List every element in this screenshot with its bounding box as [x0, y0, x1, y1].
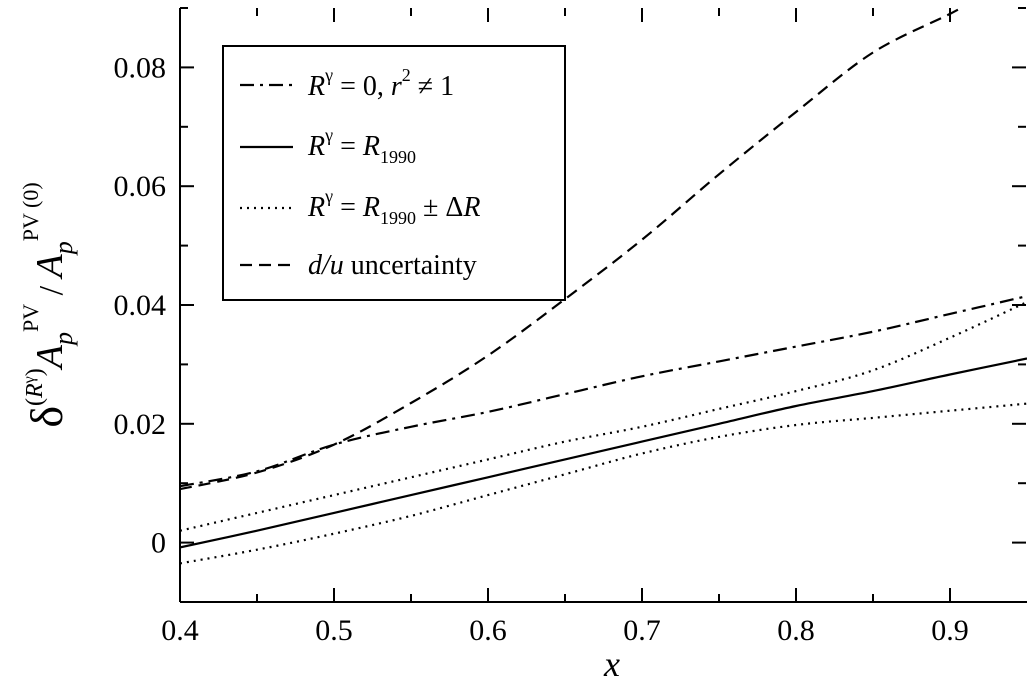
y-tick-label: 0.04: [114, 289, 167, 322]
ylabel-A: A: [29, 344, 71, 371]
x-axis-title: x: [603, 644, 620, 680]
series-line-solid-1: [180, 359, 1027, 548]
ylabel-paren-open: (: [22, 398, 48, 406]
ylabel-A2: A: [29, 253, 71, 280]
legend: Rγ = 0, r2 ≠ 1 Rγ = R1990 Rγ = R1990 ± Δ…: [223, 46, 565, 300]
x-tick-label: 0.9: [931, 614, 969, 647]
ylabel-PV: PV: [18, 304, 43, 332]
ylabel-delta: δ: [21, 406, 72, 428]
x-tick-label: 0.7: [623, 614, 661, 647]
ylabel-paren-close: ): [22, 368, 48, 376]
y-tick-label: 0.06: [114, 170, 167, 203]
series-line-dotted-3: [180, 404, 1027, 564]
x-tick-label: 0.5: [315, 614, 353, 647]
ylabel-p2: p: [49, 241, 78, 256]
y-axis-title: δ(Rγ)ApPV / ApPV (0): [18, 182, 78, 427]
ylabel-R: R: [22, 383, 48, 399]
ylabel-slash: /: [33, 277, 70, 303]
series-line-dashdot-0: [180, 296, 1027, 486]
legend-label-dashed: d/u uncertainty: [308, 250, 477, 281]
y-tick-label: 0.08: [114, 51, 167, 84]
svg-text:δ(Rγ)ApPV / ApPV (0): δ(Rγ)ApPV / ApPV (0): [18, 182, 78, 427]
ylabel-gamma: γ: [21, 376, 38, 384]
x-tick-label: 0.4: [161, 614, 199, 647]
ylabel-p: p: [49, 332, 78, 347]
x-tick-label: 0.8: [777, 614, 815, 647]
y-tick-label: 0: [151, 527, 166, 560]
y-tick-label: 0.02: [114, 408, 167, 441]
x-tick-label: 0.6: [469, 614, 507, 647]
ylabel-PV0: PV (0): [18, 182, 43, 241]
